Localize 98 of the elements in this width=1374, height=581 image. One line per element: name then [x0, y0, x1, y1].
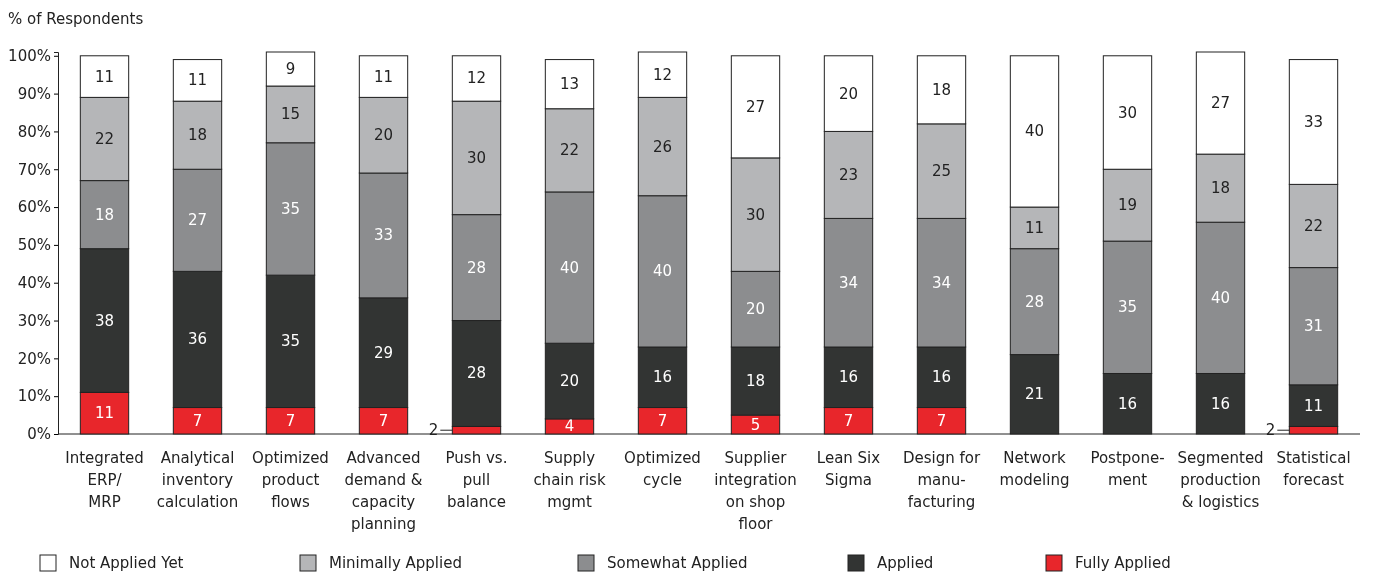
data-label: 20: [838, 84, 859, 103]
x-tick-label: Postpone- ment: [1090, 449, 1165, 489]
x-tick-label: Analytical inventory calculation: [156, 449, 239, 511]
data-label: 21: [1024, 385, 1045, 404]
data-label: 2: [1265, 421, 1276, 440]
x-tick-label: Design for manu- facturing: [902, 449, 981, 511]
data-label: 18: [931, 80, 952, 99]
data-label: 30: [466, 148, 487, 167]
data-label: 18: [187, 126, 208, 145]
x-tick-label: Lean Six Sigma: [816, 449, 881, 489]
data-label: 16: [652, 368, 673, 387]
data-label: 12: [652, 65, 673, 84]
data-label: 19: [1117, 196, 1138, 215]
data-label: 33: [373, 226, 394, 245]
data-label: 11: [1024, 218, 1045, 237]
data-label: 40: [652, 262, 673, 281]
y-tick-label: 0%: [27, 425, 51, 444]
data-label: 22: [1303, 216, 1324, 235]
data-label: 11: [373, 67, 394, 86]
data-label: 5: [750, 415, 761, 434]
data-label: 18: [94, 205, 115, 224]
x-tick-label: Integrated ERP/ MRP: [65, 449, 144, 511]
y-tick-label: 90%: [17, 84, 51, 103]
data-label: 28: [466, 258, 487, 277]
data-label: 20: [559, 372, 580, 391]
data-label: 9: [285, 60, 296, 79]
data-label: 40: [1210, 288, 1231, 307]
data-label: 25: [931, 162, 952, 181]
x-tick-label: Segmented production & logistics: [1177, 449, 1264, 511]
data-label: 33: [1303, 112, 1324, 131]
y-tick-label: 70%: [17, 160, 51, 179]
data-label: 20: [373, 126, 394, 145]
x-tick-label: Network modeling: [999, 449, 1070, 489]
y-tick-label: 30%: [17, 311, 51, 330]
data-label: 18: [1210, 179, 1231, 198]
legend-label: Minimally Applied: [329, 554, 462, 572]
data-label: 16: [1210, 394, 1231, 413]
data-label: 27: [187, 211, 208, 230]
data-label: 35: [1117, 298, 1138, 317]
data-label: 20: [745, 300, 766, 319]
legend-label: Somewhat Applied: [607, 554, 748, 572]
x-tick-label: Optimized product flows: [252, 449, 329, 511]
y-tick-label: 50%: [17, 236, 51, 255]
data-label: 27: [1210, 94, 1231, 113]
x-tick-label: Supplier integration on shop floor: [714, 449, 797, 533]
data-label: 27: [745, 97, 766, 116]
data-label: 34: [838, 273, 859, 292]
data-label: 11: [94, 404, 115, 423]
data-label: 15: [280, 105, 301, 124]
data-label: 16: [1117, 394, 1138, 413]
data-label: 18: [745, 372, 766, 391]
data-label: 22: [559, 141, 580, 160]
data-label: 7: [285, 411, 296, 430]
y-tick-label: 10%: [17, 387, 51, 406]
data-label: 12: [466, 69, 487, 88]
data-label: 40: [1024, 122, 1045, 141]
data-label: 2: [428, 421, 439, 440]
legend-label: Applied: [877, 554, 934, 572]
data-label: 29: [373, 343, 394, 362]
y-tick-label: 60%: [17, 198, 51, 217]
data-label: 28: [466, 364, 487, 383]
data-label: 38: [94, 311, 115, 330]
y-tick-label: 40%: [17, 274, 51, 293]
data-label: 7: [657, 411, 668, 430]
data-label: 11: [94, 67, 115, 86]
legend-label: Fully Applied: [1075, 554, 1171, 572]
data-label: 16: [838, 368, 859, 387]
data-label: 11: [1303, 396, 1324, 415]
data-label: 7: [192, 411, 203, 430]
data-label: 23: [838, 165, 859, 184]
data-label: 31: [1303, 317, 1324, 336]
data-label: 13: [559, 75, 580, 94]
x-tick-label: Advanced demand & capacity planning: [344, 449, 423, 533]
x-tick-label: Supply chain risk mgmt: [533, 449, 606, 511]
data-label: 34: [931, 273, 952, 292]
data-label: 7: [936, 411, 947, 430]
x-tick-label: Push vs. pull balance: [445, 449, 508, 511]
data-label: 7: [378, 411, 389, 430]
data-label: 28: [1024, 292, 1045, 311]
y-tick-label: 80%: [17, 122, 51, 141]
legend-label: Not Applied Yet: [69, 554, 184, 572]
data-label: 26: [652, 137, 673, 156]
data-label: 11: [187, 71, 208, 90]
data-label: 30: [745, 205, 766, 224]
data-label: 7: [843, 411, 854, 430]
data-label: 35: [280, 332, 301, 351]
y-tick-label: 20%: [17, 349, 51, 368]
data-label: 30: [1117, 103, 1138, 122]
x-tick-label: Optimized cycle: [624, 449, 701, 489]
x-tick-label: Statistical forecast: [1276, 449, 1351, 489]
y-axis-title: % of Respondents: [8, 10, 144, 28]
data-label: 40: [559, 258, 580, 277]
data-label: 36: [187, 330, 208, 349]
y-tick-label: 100%: [8, 47, 51, 66]
data-label: 35: [280, 199, 301, 218]
data-label: 4: [564, 417, 575, 436]
data-label: 22: [94, 129, 115, 148]
data-label: 16: [931, 368, 952, 387]
